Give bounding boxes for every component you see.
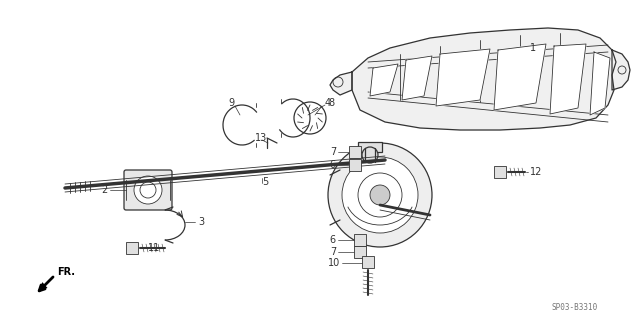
Text: 7: 7: [330, 247, 336, 257]
Polygon shape: [494, 44, 546, 110]
Polygon shape: [352, 28, 616, 130]
Polygon shape: [370, 64, 398, 96]
Polygon shape: [330, 72, 352, 95]
Text: FR.: FR.: [57, 267, 75, 277]
Text: 3: 3: [198, 217, 204, 227]
Text: 13: 13: [255, 133, 268, 143]
Text: 4: 4: [325, 98, 331, 108]
Circle shape: [358, 173, 402, 217]
Text: 5: 5: [262, 177, 268, 187]
Polygon shape: [550, 44, 586, 114]
Circle shape: [370, 185, 390, 205]
FancyBboxPatch shape: [124, 170, 172, 210]
Polygon shape: [402, 56, 432, 100]
Polygon shape: [612, 50, 630, 90]
FancyArrowPatch shape: [39, 280, 51, 290]
Text: 12: 12: [530, 167, 542, 177]
Circle shape: [328, 143, 432, 247]
Circle shape: [134, 176, 162, 204]
Polygon shape: [436, 49, 490, 106]
FancyArrowPatch shape: [39, 277, 53, 291]
Text: 11: 11: [148, 243, 160, 253]
Text: 1: 1: [530, 43, 536, 53]
Text: 7: 7: [330, 147, 336, 157]
FancyBboxPatch shape: [349, 146, 361, 158]
Text: 10: 10: [328, 258, 340, 268]
Text: 6: 6: [330, 235, 336, 245]
FancyBboxPatch shape: [362, 256, 374, 268]
Text: 2: 2: [102, 185, 108, 195]
Text: 9: 9: [228, 98, 234, 108]
Polygon shape: [590, 52, 610, 115]
FancyBboxPatch shape: [494, 166, 506, 178]
Circle shape: [342, 157, 418, 233]
FancyBboxPatch shape: [358, 142, 382, 152]
FancyBboxPatch shape: [349, 159, 361, 171]
Text: 8: 8: [328, 98, 334, 108]
Circle shape: [362, 147, 378, 163]
FancyBboxPatch shape: [126, 242, 138, 254]
Text: 6: 6: [330, 160, 336, 170]
Text: SP03-B3310: SP03-B3310: [552, 303, 598, 313]
Circle shape: [140, 182, 156, 198]
FancyBboxPatch shape: [354, 246, 366, 258]
FancyBboxPatch shape: [354, 234, 366, 246]
